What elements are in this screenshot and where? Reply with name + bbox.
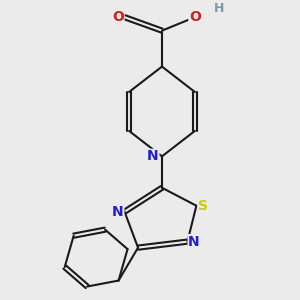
Text: N: N	[147, 149, 159, 163]
Text: O: O	[189, 10, 201, 24]
Text: S: S	[198, 199, 208, 213]
Text: N: N	[112, 205, 124, 219]
Text: O: O	[112, 10, 124, 24]
Text: N: N	[188, 235, 200, 249]
Text: H: H	[214, 2, 224, 15]
